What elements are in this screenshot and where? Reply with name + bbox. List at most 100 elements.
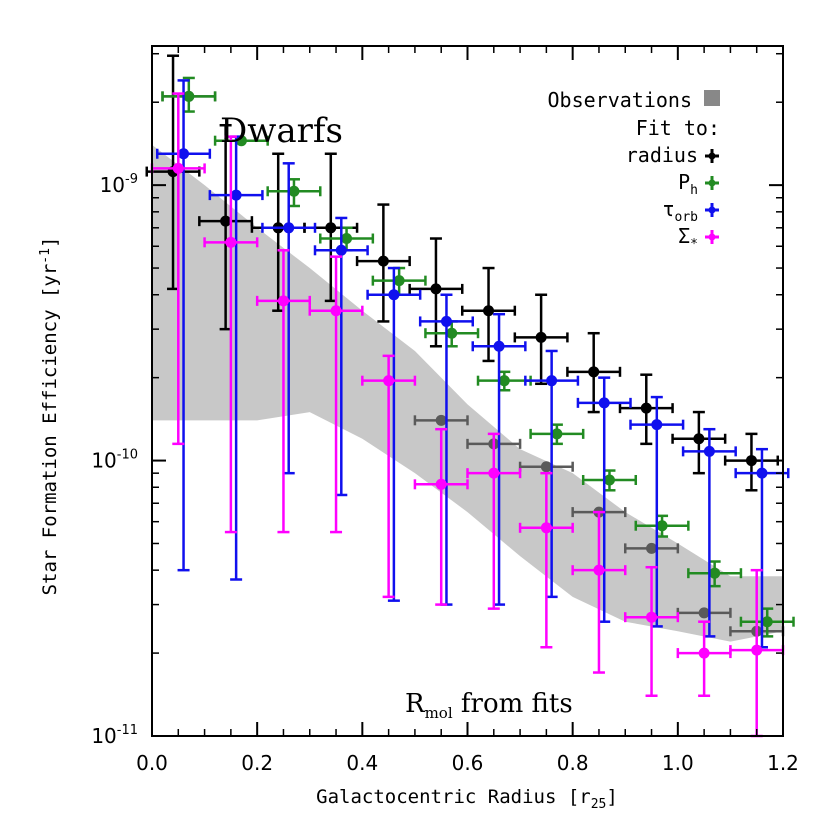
rmol-rest: from fits <box>453 689 573 719</box>
point-marker <box>383 375 395 387</box>
point-marker <box>435 478 447 490</box>
point-marker <box>640 402 652 414</box>
series-fit-4 <box>150 92 785 738</box>
series-fit-3 <box>156 79 790 649</box>
point-marker <box>430 283 442 295</box>
point-marker <box>651 419 663 431</box>
data-point <box>513 293 569 386</box>
data-point <box>518 461 574 473</box>
point-marker <box>288 185 300 197</box>
y-axis-title: Star Formation Efficiency [yr-1] <box>38 237 61 596</box>
data-point <box>687 560 743 588</box>
data-point <box>161 76 217 113</box>
legend-entry-marker <box>705 203 719 217</box>
point-marker <box>483 305 495 317</box>
legend-entry-label: Σ* <box>678 224 698 252</box>
data-point <box>634 514 690 538</box>
point-marker <box>446 327 458 339</box>
data-point <box>624 565 680 698</box>
point-marker <box>703 445 715 457</box>
point-marker <box>693 433 705 445</box>
legend-entry-label: Ph <box>678 170 698 198</box>
point-marker <box>183 90 195 102</box>
point-marker <box>178 148 190 160</box>
x-tick-label: 0.4 <box>346 751 378 775</box>
point-marker <box>235 135 247 147</box>
point-marker <box>283 222 295 234</box>
point-marker <box>388 289 400 301</box>
rmol-sub: mol <box>425 704 453 722</box>
data-point <box>566 331 622 414</box>
point-marker <box>603 474 615 486</box>
data-point <box>361 354 417 599</box>
y-tick-label: 10-9 <box>100 172 138 197</box>
point-marker <box>277 295 289 307</box>
y-tick-label: 10-11 <box>91 723 138 748</box>
x-tick-label: 1.0 <box>662 751 694 775</box>
point-marker <box>551 428 563 440</box>
data-point <box>266 178 322 208</box>
point-marker <box>325 222 337 234</box>
point-marker <box>709 567 721 579</box>
point-marker <box>646 542 658 554</box>
data-point <box>571 510 627 674</box>
point-marker <box>230 189 242 201</box>
point-marker <box>393 275 405 287</box>
data-point <box>213 135 269 147</box>
series-fit-2 <box>161 76 795 638</box>
legend-entry-marker <box>705 230 719 244</box>
point-marker <box>751 644 763 656</box>
point-marker <box>488 467 500 479</box>
data-point <box>366 266 422 602</box>
data-point <box>629 395 685 628</box>
legend-fit-label: Fit to: <box>636 116 720 140</box>
data-point <box>203 135 259 534</box>
point-marker <box>756 467 768 479</box>
data-point <box>156 79 212 572</box>
data-point <box>313 216 369 497</box>
data-point <box>476 370 532 392</box>
plot-frame <box>151 45 784 737</box>
point-marker <box>335 244 347 256</box>
data-point <box>471 312 527 606</box>
data-point <box>261 162 317 475</box>
point-marker <box>698 607 710 619</box>
x-tick-label: 0.6 <box>452 751 484 775</box>
rmol-annotation: Rmol from fits <box>405 689 573 722</box>
data-point <box>729 568 785 738</box>
point-marker <box>546 375 558 387</box>
point-marker <box>593 564 605 576</box>
data-point <box>418 293 475 606</box>
axes-layer: 0.0 0.2 0.4 0.6 0.8 1.0 1.2 10-9 10-10 10-11 <box>91 46 799 775</box>
point-marker <box>656 520 668 532</box>
point-marker <box>330 305 342 317</box>
observations-band <box>152 144 783 642</box>
point-marker <box>540 522 552 534</box>
legend-entry-marker <box>705 149 719 163</box>
data-point <box>624 542 680 554</box>
data-point <box>581 469 638 492</box>
x-tick-label: 1.2 <box>767 751 799 775</box>
point-marker <box>745 455 757 467</box>
x-tick-label: 0.8 <box>557 751 589 775</box>
data-point <box>739 607 795 638</box>
point-marker <box>377 255 389 267</box>
data-point <box>413 427 469 606</box>
x-tick-label: 0.0 <box>136 751 168 775</box>
legend-entry-label: τorb <box>662 197 698 225</box>
data-point <box>618 373 674 446</box>
data-point <box>198 123 254 331</box>
point-marker <box>341 233 353 245</box>
data-point <box>466 432 522 610</box>
point-marker <box>440 315 452 327</box>
point-marker <box>588 366 600 378</box>
legend-entry-label: radius <box>626 143 698 167</box>
point-marker <box>598 397 610 409</box>
series-fit-1 <box>145 54 779 492</box>
legend-observations-label: Observations <box>548 88 693 112</box>
y-tick-label: 10-10 <box>91 448 138 473</box>
x-tick-label: 0.2 <box>241 751 273 775</box>
rmol-main: R <box>405 689 426 719</box>
